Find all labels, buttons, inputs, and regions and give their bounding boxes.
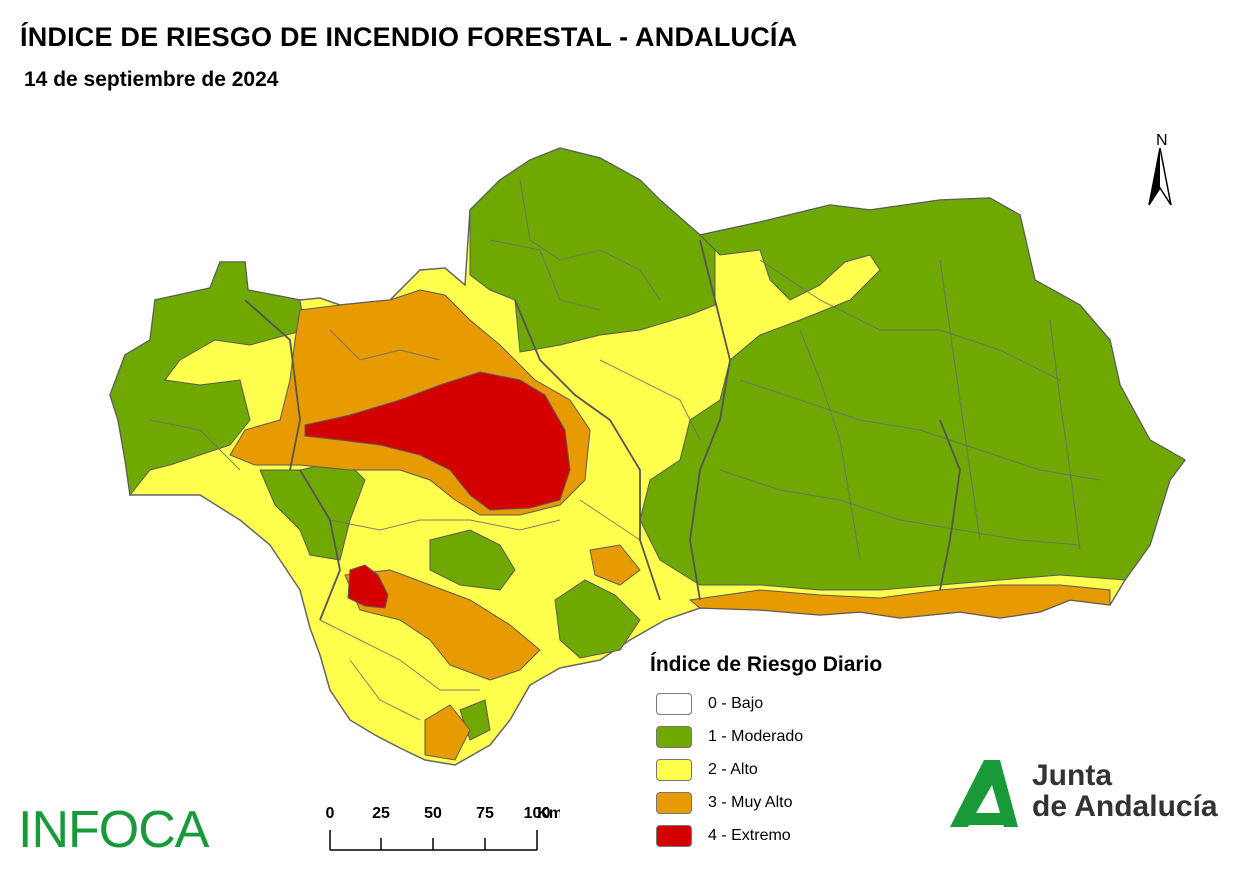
legend-item-alto: 2 - Alto: [650, 753, 882, 786]
map-date: 14 de septiembre de 2024: [24, 68, 279, 91]
zone-extremo-central: [304, 371, 571, 511]
legend-label: 1 - Moderado: [708, 727, 804, 745]
scale-bar: 0 25 50 75 100 Km: [326, 805, 560, 851]
north-label: N: [1156, 132, 1168, 149]
scale-tick-label: 0: [326, 805, 335, 822]
legend-item-extremo: 4 - Extremo: [650, 819, 882, 852]
zone-moderado-center-south: [429, 529, 516, 591]
legend: Índice de Riesgo Diario 0 - Bajo 1 - Mod…: [650, 653, 882, 852]
legend-item-moderado: 1 - Moderado: [650, 720, 882, 753]
legend-label: 4 - Extremo: [708, 826, 791, 844]
zone-extremo-south: [347, 564, 389, 609]
infoca-logo: INFOCA: [18, 801, 209, 859]
legend-swatch: [656, 824, 692, 847]
legend-label: 2 - Alto: [708, 760, 758, 778]
legend-label: 3 - Muy Alto: [708, 793, 793, 811]
zone-moderado-east: [639, 197, 1186, 591]
legend-title: Índice de Riesgo Diario: [650, 653, 883, 676]
scale-tick-label: 100: [524, 805, 551, 822]
north-arrow-icon: [1148, 147, 1172, 206]
scale-unit: Km: [537, 805, 560, 822]
legend-item-bajo: 0 - Bajo: [650, 687, 882, 720]
zone-muyalto-southwest: [344, 569, 541, 681]
legend-swatch: [656, 692, 692, 715]
legend-item-muy-alto: 3 - Muy Alto: [650, 786, 882, 819]
legend-swatch: [656, 758, 692, 781]
junta-line-2: de Andalucía: [1032, 790, 1218, 823]
zone-muyalto-east-center: [589, 544, 641, 586]
junta-andalucia-text: Junta de Andalucía: [1032, 760, 1218, 822]
legend-label: 0 - Bajo: [708, 694, 764, 712]
legend-swatch: [656, 725, 692, 748]
junta-andalucia-logo-icon: [950, 760, 1018, 827]
zone-muyalto-south: [424, 704, 471, 761]
scale-tick-label: 75: [476, 805, 494, 822]
legend-swatch: [656, 791, 692, 814]
scale-tick-label: 25: [372, 805, 390, 822]
junta-line-1: Junta: [1032, 759, 1113, 792]
zone-moderado-west: [109, 261, 306, 497]
map-title: ÍNDICE DE RIESGO DE INCENDIO FORESTAL - …: [20, 22, 798, 52]
scale-tick-label: 50: [424, 805, 442, 822]
zone-muyalto-coast: [688, 584, 1111, 619]
zone-moderado-south-hills: [554, 579, 641, 659]
